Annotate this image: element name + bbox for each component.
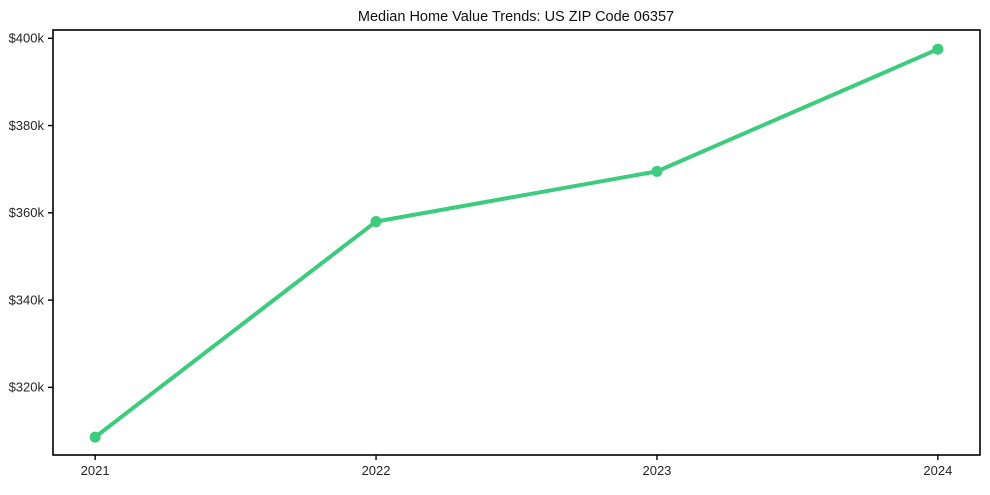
data-point-marker	[89, 431, 101, 443]
data-point-marker	[651, 165, 663, 177]
y-tick-label: $400k	[9, 31, 45, 46]
y-tick-label: $340k	[9, 292, 45, 307]
y-tick-label: $360k	[9, 205, 45, 220]
chart-title: Median Home Value Trends: US ZIP Code 06…	[358, 9, 674, 25]
x-tick-label: 2021	[81, 463, 110, 478]
x-tick-label: 2023	[642, 463, 671, 478]
x-tick-label: 2024	[923, 463, 952, 478]
y-tick-label: $320k	[9, 380, 45, 395]
line-series	[93, 47, 940, 440]
data-point-marker	[932, 43, 944, 55]
plot-area: $320k $340k $360k $380k $400k 2021 2022 2023 202…	[9, 29, 981, 478]
y-tick-label: $380k	[9, 118, 45, 133]
data-point-marker	[370, 216, 382, 228]
plot-border	[52, 29, 981, 456]
x-tick-label: 2022	[362, 463, 391, 478]
